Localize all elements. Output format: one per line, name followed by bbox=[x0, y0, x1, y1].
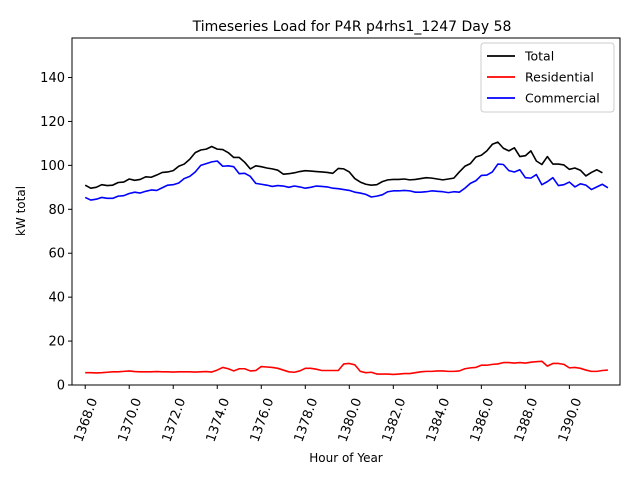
series-line-residential bbox=[85, 360, 608, 376]
y-tick-label: 20 bbox=[48, 335, 65, 350]
x-tick-label: 1388.0 bbox=[512, 396, 542, 444]
legend: Total Residential Commercial bbox=[480, 42, 615, 113]
x-tick-label: 1376.0 bbox=[248, 396, 278, 444]
x-tick-label: 1382.0 bbox=[380, 396, 410, 444]
chart-title: Timeseries Load for P4R p4rhs1_1247 Day … bbox=[192, 19, 512, 35]
x-tick-label: 1374.0 bbox=[204, 396, 234, 444]
x-tick-label: 1390.0 bbox=[556, 396, 586, 444]
x-tick-label: 1378.0 bbox=[292, 396, 322, 444]
y-axis-label: kW total bbox=[14, 186, 28, 236]
plot-area bbox=[71, 37, 621, 386]
x-axis-label: Hour of Year bbox=[309, 451, 383, 465]
plot-frame bbox=[71, 37, 621, 386]
y-axis: 0 20 40 60 80 100 120 140 bbox=[40, 71, 72, 394]
y-tick-label: 80 bbox=[48, 203, 65, 218]
x-tick-label: 1380.0 bbox=[336, 396, 366, 444]
x-axis: 1368.0 1370.0 1372.0 1374.0 1376.0 1378.0 1380… bbox=[72, 385, 586, 444]
series-line-total bbox=[84, 141, 603, 190]
x-tick-label: 1384.0 bbox=[424, 396, 454, 444]
x-tick-label: 1368.0 bbox=[72, 396, 102, 444]
legend-box bbox=[480, 42, 615, 113]
y-tick-label: 120 bbox=[40, 115, 65, 130]
y-tick-label: 0 bbox=[57, 379, 65, 394]
x-tick-label: 1370.0 bbox=[116, 396, 146, 444]
legend-label-total: Total bbox=[524, 49, 554, 64]
legend-label-residential: Residential bbox=[525, 70, 594, 85]
x-tick-label: 1372.0 bbox=[160, 396, 190, 444]
legend-label-commercial: Commercial bbox=[525, 91, 600, 106]
y-tick-label: 40 bbox=[48, 291, 65, 306]
x-tick-label: 1386.0 bbox=[468, 396, 498, 444]
y-tick-label: 100 bbox=[40, 159, 65, 174]
y-tick-label: 140 bbox=[40, 71, 65, 86]
y-tick-label: 60 bbox=[48, 247, 65, 262]
series-line-commercial bbox=[84, 160, 609, 201]
